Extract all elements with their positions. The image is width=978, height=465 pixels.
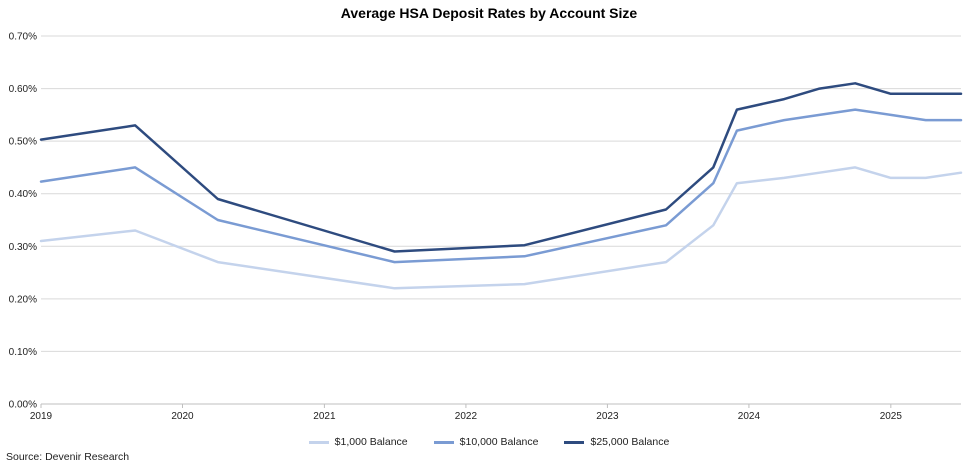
y-tick-label: 0.30% xyxy=(9,242,37,253)
x-tick-label: 2020 xyxy=(171,411,194,422)
legend-swatch xyxy=(433,440,454,444)
y-tick-label: 0.60% xyxy=(9,84,37,95)
y-tick-label: 0.10% xyxy=(9,347,37,358)
legend-item: $10,000 Balance xyxy=(433,436,539,448)
source-note: Source: Devenir Research xyxy=(6,451,130,463)
legend-label: $25,000 Balance xyxy=(590,436,670,448)
legend-item: $1,000 Balance xyxy=(308,436,408,448)
x-tick-label: 2024 xyxy=(738,411,761,422)
x-tick-label: 2023 xyxy=(596,411,619,422)
x-tick-label: 2022 xyxy=(455,411,478,422)
x-tick-label: 2021 xyxy=(313,411,336,422)
y-tick-label: 0.70% xyxy=(9,32,37,43)
legend-label: $10,000 Balance xyxy=(459,436,539,448)
series-line-2 xyxy=(39,108,963,264)
legend-swatch xyxy=(308,440,329,444)
legend: $1,000 Balance $10,000 Balance $25,000 Bal… xyxy=(0,436,978,448)
chart-title: Average HSA Deposit Rates by Account Siz… xyxy=(340,5,638,21)
x-tick-label: 2019 xyxy=(30,411,53,422)
series-line-1 xyxy=(39,166,963,290)
legend-swatch xyxy=(564,440,585,444)
y-tick-label: 0.50% xyxy=(9,137,37,148)
legend-label: $1,000 Balance xyxy=(334,436,408,448)
series-line-3 xyxy=(39,82,963,253)
legend-item: $25,000 Balance xyxy=(564,436,669,448)
y-tick-label: 0.40% xyxy=(9,189,37,200)
x-tick-label: 2025 xyxy=(880,411,903,422)
y-tick-label: 0.00% xyxy=(9,400,37,411)
y-tick-label: 0.20% xyxy=(9,294,37,305)
